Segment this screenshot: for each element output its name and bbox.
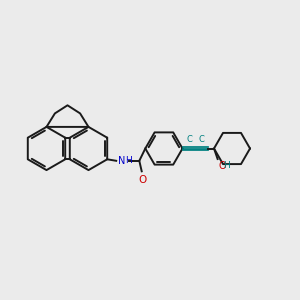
Text: C: C [186, 135, 192, 144]
Text: O: O [218, 161, 226, 171]
Text: C: C [199, 135, 204, 144]
Text: H: H [224, 161, 230, 170]
Text: N: N [118, 156, 125, 166]
Text: O: O [139, 175, 147, 185]
Text: H: H [125, 156, 132, 165]
